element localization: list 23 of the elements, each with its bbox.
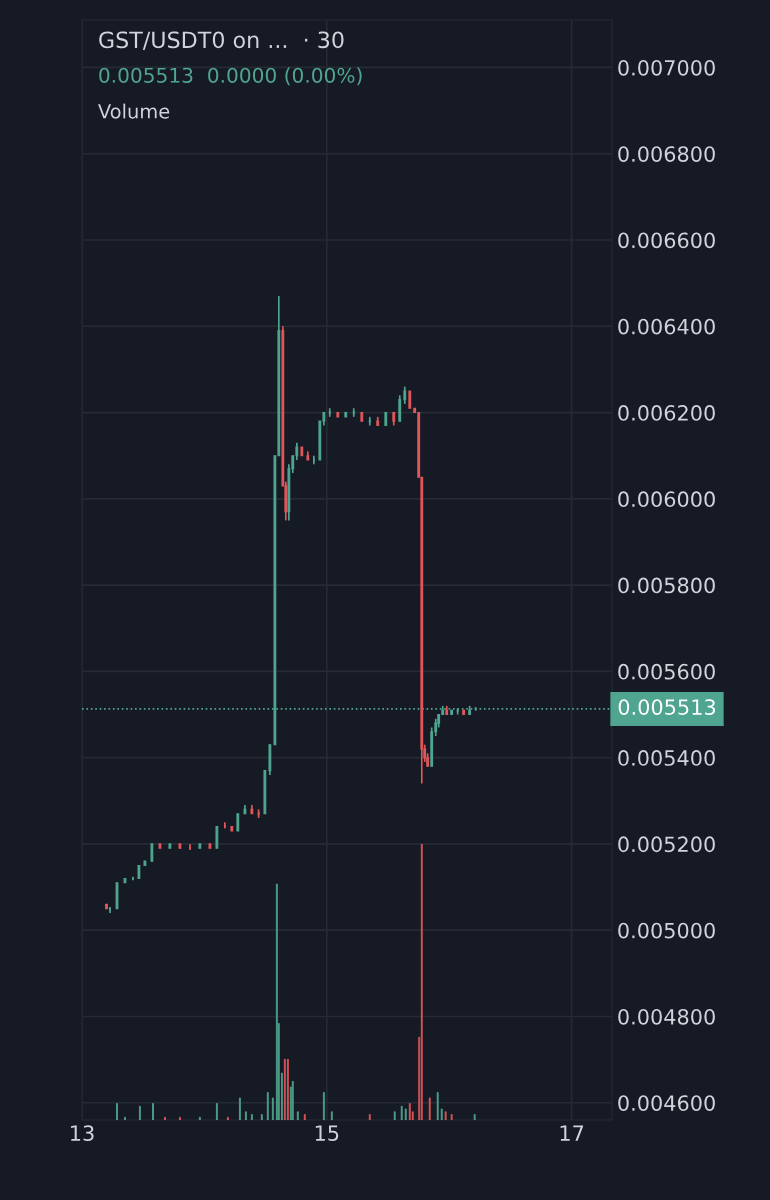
y-tick-label: 0.004800 [618, 1008, 715, 1025]
x-tick-label: 13 [71, 1125, 94, 1141]
y-tick-label: 0.004600 [618, 1095, 715, 1111]
y-tick-label: 0.006400 [618, 318, 715, 335]
ref-line-label: 0.005513 [618, 699, 716, 715]
y-tick-label: 0.005000 [618, 922, 715, 939]
y-tick-label: 0.006600 [618, 232, 715, 249]
x-tick-label: 15 [315, 1125, 339, 1141]
y-tick-label: 0.007000 [618, 59, 715, 76]
y-tick-label: 0.006200 [618, 405, 715, 421]
y-tick-label: 0.005400 [618, 750, 715, 766]
candlestick [215, 825, 219, 850]
candlestick [398, 394, 402, 423]
candlestick [105, 903, 108, 910]
y-tick-label: 0.005600 [618, 663, 715, 680]
y-tick-label: 0.006800 [618, 146, 715, 162]
chart-title: GST/USDT0 on ... · 30 [99, 31, 344, 50]
annotation: Volume [98, 103, 170, 119]
y-tick-label: 0.005800 [618, 577, 715, 594]
text: 0.005513 0.0000 (0.00%) [99, 67, 362, 86]
y-tick-label: 0.005200 [618, 836, 715, 853]
y-tick-label: 0.006000 [618, 491, 715, 508]
x-tick-label: 17 [560, 1125, 584, 1141]
